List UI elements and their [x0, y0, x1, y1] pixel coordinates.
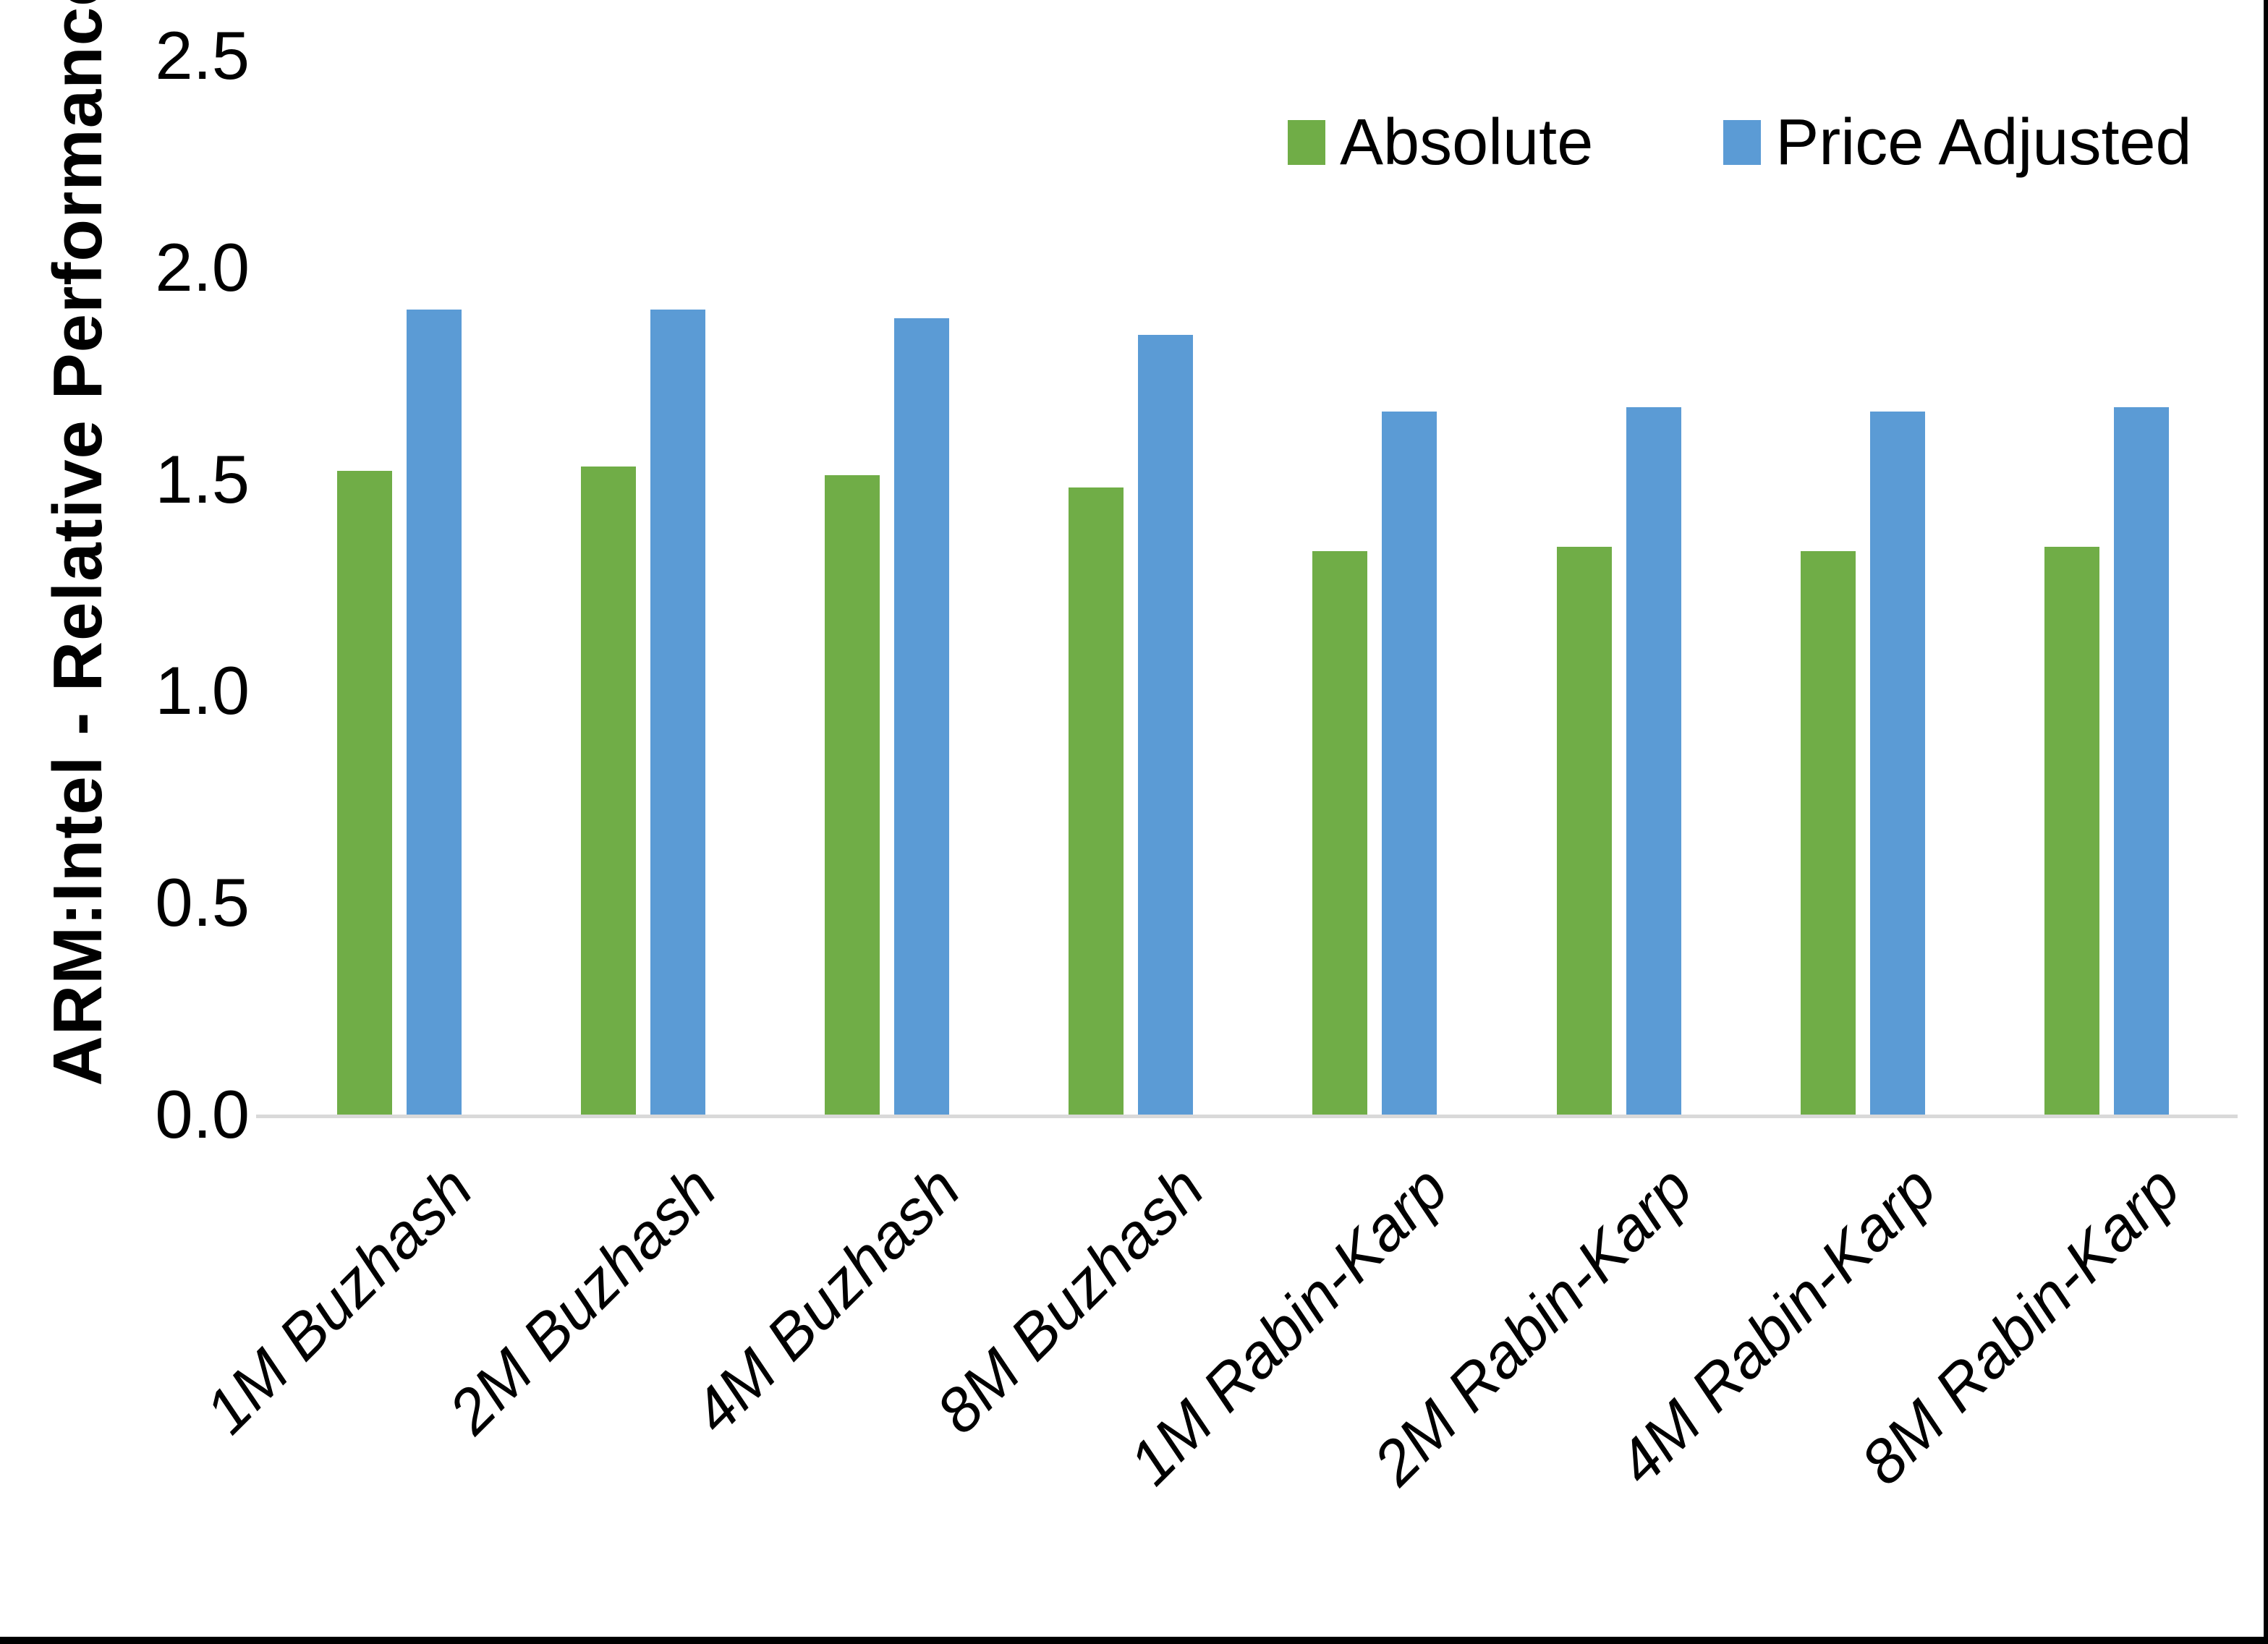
- legend-item-price-adjusted: Price Adjusted: [1723, 106, 2192, 179]
- bar-price-adjusted: [894, 318, 950, 1115]
- y-tick-label: 2.0: [155, 229, 250, 305]
- x-axis-baseline: [256, 1115, 2238, 1118]
- legend-swatch-absolute-icon: [1288, 120, 1325, 165]
- legend-swatch-price-adjusted-icon: [1723, 120, 1762, 165]
- legend: Absolute Price Adjusted: [1288, 110, 2192, 175]
- y-tick-label: 1.5: [155, 440, 250, 517]
- bar-price-adjusted: [1869, 411, 1925, 1115]
- bar-absolute: [1312, 551, 1368, 1115]
- bar-absolute: [2044, 547, 2099, 1115]
- bar-price-adjusted: [2113, 407, 2169, 1115]
- bar-absolute: [1556, 547, 1612, 1115]
- y-tick-label: 0.0: [155, 1076, 250, 1152]
- y-tick-label: 2.5: [155, 17, 250, 93]
- legend-label-price-adjusted: Price Adjusted: [1775, 106, 2192, 179]
- bar-absolute: [337, 470, 393, 1115]
- bar-price-adjusted: [1626, 407, 1681, 1115]
- legend-item-absolute: Absolute: [1288, 110, 1593, 175]
- bar-price-adjusted: [650, 310, 706, 1115]
- bar-absolute: [825, 474, 880, 1115]
- y-tick-label: 0.5: [155, 864, 250, 941]
- y-tick-label: 1.0: [155, 652, 250, 729]
- bar-price-adjusted: [1382, 411, 1437, 1115]
- bar-price-adjusted: [1138, 335, 1194, 1115]
- legend-label-absolute: Absolute: [1340, 106, 1594, 179]
- bar-absolute: [1800, 551, 1856, 1115]
- bar-absolute: [1069, 487, 1124, 1115]
- bar-price-adjusted: [407, 310, 462, 1115]
- bar-absolute: [581, 467, 637, 1115]
